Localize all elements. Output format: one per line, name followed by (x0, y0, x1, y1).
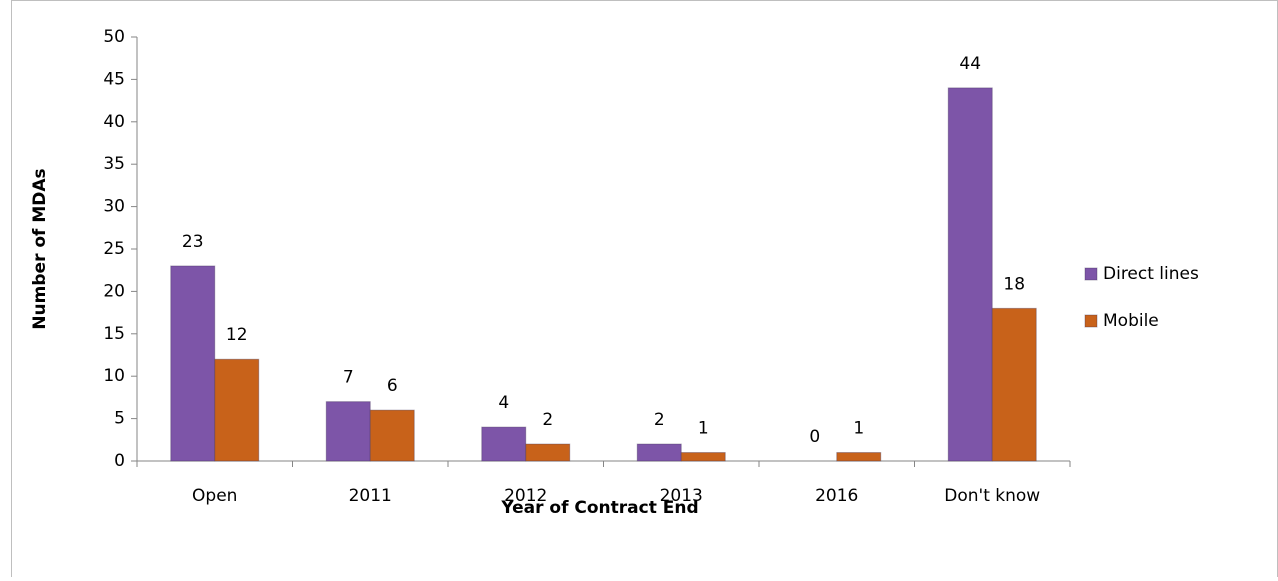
y-tick-label: 35 (103, 154, 125, 174)
value-label: 23 (182, 232, 204, 252)
bar (369, 409, 415, 462)
y-tick-label: 20 (103, 281, 125, 301)
x-tick-label: Don't know (944, 486, 1040, 506)
value-label: 4 (498, 393, 509, 413)
y-tick-label: 50 (103, 27, 125, 47)
value-label: 0 (809, 427, 820, 447)
value-label: 18 (1003, 274, 1025, 294)
value-label: 2 (654, 410, 665, 430)
bar (481, 426, 527, 462)
legend-label: Direct lines (1103, 264, 1199, 284)
y-tick-label: 10 (103, 366, 125, 386)
bar (636, 443, 682, 462)
value-label: 2 (542, 410, 553, 430)
bar (947, 87, 993, 462)
chart-border (11, 0, 1278, 581)
y-tick-label: 0 (114, 451, 125, 471)
y-tick-label: 30 (103, 197, 125, 217)
x-axis-label: Year of Contract End (500, 498, 698, 518)
y-tick-label: 40 (103, 112, 125, 132)
bar (836, 452, 882, 462)
bar (214, 358, 260, 462)
value-label: 12 (226, 325, 248, 345)
legend-label: Mobile (1103, 311, 1159, 331)
value-label: 1 (853, 419, 864, 439)
bar (525, 443, 571, 462)
bar (680, 452, 726, 462)
y-tick-label: 45 (103, 69, 125, 89)
value-label: 1 (698, 419, 709, 439)
bar (170, 265, 216, 462)
value-label: 44 (959, 54, 981, 74)
value-label: 7 (343, 368, 354, 388)
y-tick-label: 5 (114, 409, 125, 429)
legend-swatch (1084, 267, 1098, 281)
y-tick-label: 15 (103, 324, 125, 344)
x-tick-label: 2013 (660, 486, 703, 506)
x-tick-label: 2016 (815, 486, 858, 506)
bar (325, 401, 371, 462)
bar (991, 307, 1037, 462)
y-axis-label: Number of MDAs (30, 168, 50, 329)
value-label: 6 (387, 376, 398, 396)
x-tick-label: Open (192, 486, 237, 506)
x-tick-label: 2011 (349, 486, 392, 506)
x-tick-label: 2012 (504, 486, 547, 506)
legend-swatch (1084, 314, 1098, 328)
y-tick-label: 25 (103, 239, 125, 259)
